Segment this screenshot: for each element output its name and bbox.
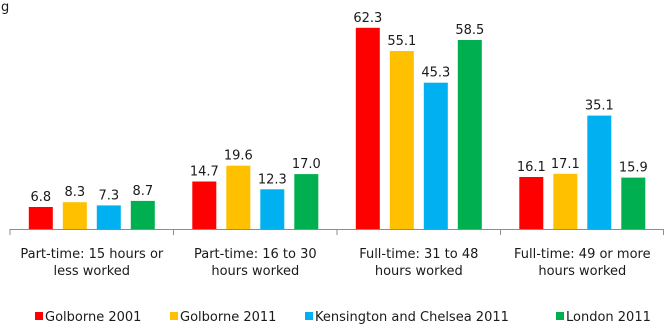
category-label-line: less worked — [54, 264, 131, 279]
category-label-line: hours worked — [375, 264, 463, 279]
bar-london-2011-1 — [130, 200, 155, 229]
value-label: 17.0 — [292, 157, 321, 172]
category-label-line: Part-time: 16 to 30 — [194, 247, 317, 262]
category-label-4: Full-time: 49 or more hours worked — [514, 247, 651, 279]
bar-london-2011-2 — [294, 174, 319, 229]
value-label: 58.5 — [455, 23, 484, 38]
bar-london-2011-3 — [457, 40, 482, 229]
legend-entry-golborne-2001: Golborne 2001 — [45, 310, 141, 325]
value-label: 35.1 — [585, 99, 614, 114]
category-label-line: Part-time: 15 hours or — [20, 247, 164, 262]
value-label: 7.3 — [98, 188, 119, 203]
bar-golborne-2011-4 — [553, 173, 578, 229]
legend-swatch-golborne-2001 — [35, 312, 43, 320]
value-label: 15.9 — [619, 161, 648, 176]
bar-london-2011-4 — [621, 177, 646, 229]
bar-golborne-2001-1 — [28, 207, 53, 229]
bar-kensington-and-chelsea-2011-3 — [423, 82, 448, 229]
bar-kensington-and-chelsea-2011-4 — [587, 115, 612, 229]
bar-golborne-2011-3 — [389, 51, 414, 229]
value-label: 55.1 — [387, 34, 416, 49]
category-label-2: Part-time: 16 to 30 hours worked — [194, 247, 317, 279]
value-labels-layer: 6.8 8.3 7.3 8.7 14.7 19.6 12.3 17.0 62.3 55.1 45.3… — [30, 11, 647, 205]
value-label: 62.3 — [353, 11, 382, 26]
legend: Golborne 2001 Golborne 2011 Kensington and… — [35, 310, 651, 325]
value-label: 14.7 — [190, 165, 219, 180]
clipped-heading-fragment: g — [1, 0, 9, 15]
category-label-line: hours worked — [211, 264, 299, 279]
legend-swatch-kensington-and-chelsea-2011 — [305, 312, 313, 320]
legend-swatch-golborne-2011 — [170, 312, 178, 320]
bars-layer — [28, 27, 646, 229]
value-label: 19.6 — [224, 149, 253, 164]
bar-golborne-2001-2 — [192, 181, 217, 229]
value-label: 6.8 — [30, 190, 51, 205]
bar-golborne-2011-2 — [226, 165, 251, 229]
value-label: 8.3 — [64, 185, 85, 200]
value-label: 8.7 — [132, 184, 153, 199]
category-label-3: Full-time: 31 to 48 hours worked — [359, 247, 478, 279]
category-label-line: Full-time: 31 to 48 — [359, 247, 478, 262]
value-label: 16.1 — [517, 160, 546, 175]
legend-entry-london-2011: London 2011 — [566, 310, 651, 325]
bar-kensington-and-chelsea-2011-2 — [260, 189, 285, 229]
legend-entry-golborne-2011: Golborne 2011 — [180, 310, 276, 325]
value-label: 45.3 — [421, 66, 450, 81]
value-label: 12.3 — [258, 172, 287, 187]
legend-entry-kensington-and-chelsea-2011: Kensington and Chelsea 2011 — [315, 310, 509, 325]
x-axis — [9, 229, 664, 235]
category-label-line: hours worked — [538, 264, 626, 279]
value-label: 17.1 — [551, 157, 580, 172]
category-label-1: Part-time: 15 hours or less worked — [20, 247, 164, 279]
bar-kensington-and-chelsea-2011-1 — [96, 205, 121, 229]
bar-golborne-2011-1 — [62, 202, 87, 229]
category-label-line: Full-time: 49 or more — [514, 247, 651, 262]
legend-swatch-london-2011 — [556, 312, 564, 320]
bar-golborne-2001-3 — [355, 27, 380, 229]
bar-golborne-2001-4 — [519, 177, 544, 229]
category-labels-layer: Part-time: 15 hours or less workedPart-ti… — [20, 247, 650, 279]
